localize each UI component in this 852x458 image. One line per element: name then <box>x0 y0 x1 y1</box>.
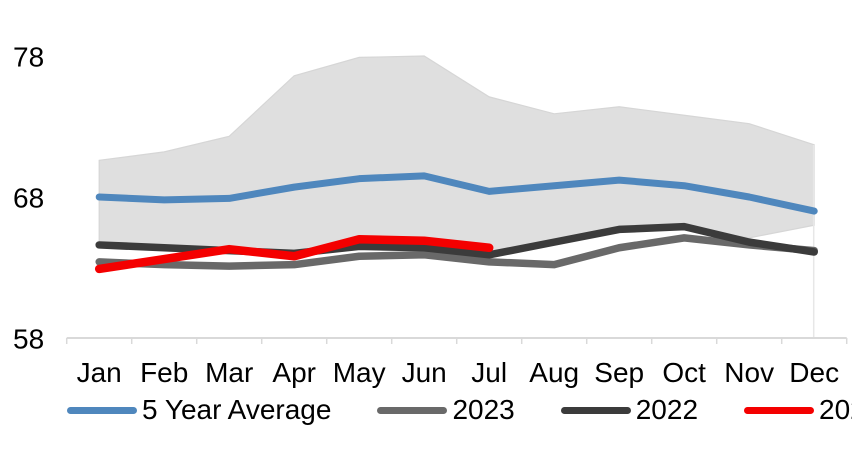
y-axis-label: 68 <box>13 183 44 214</box>
x-axis-label: Mar <box>205 357 253 388</box>
legend-label: 2023 <box>452 394 515 425</box>
x-axis-label: Jun <box>402 357 447 388</box>
x-axis-label: Jul <box>471 357 507 388</box>
x-axis-label: Jan <box>77 357 122 388</box>
legend-swatch <box>67 406 137 414</box>
legend-item-5-year-average: 5 Year Average <box>67 394 331 426</box>
chart-legend: 5 Year Average 2023 2022 2024 <box>0 392 852 428</box>
legend-label: 2024 <box>819 394 852 425</box>
series-line-2024 <box>94 235 494 274</box>
y-axis-label: 78 <box>13 42 44 73</box>
x-axis-label: Oct <box>662 357 706 388</box>
legend-swatch <box>560 406 631 414</box>
x-axis-label: Aug <box>529 357 579 388</box>
legend-label: 2022 <box>635 394 699 425</box>
x-axis-label: Dec <box>789 357 839 388</box>
legend-item-2024: 2024 <box>744 394 852 426</box>
chart-svg: 78 68 58 Jan Feb Mar Apr May Jun Jul Aug Sep Oct Nov D… <box>13 42 848 388</box>
legend-swatch <box>744 406 815 414</box>
legend-item-2022: 2022 <box>560 394 699 426</box>
series-line-5-year-average <box>95 172 818 215</box>
line-chart: 78 68 58 Jan Feb Mar Apr May Jun Jul Aug Sep Oct Nov D… <box>13 42 848 388</box>
range-band <box>98 55 815 255</box>
x-axis-label: Sep <box>594 357 644 388</box>
legend-label: 5 Year Average <box>142 394 332 425</box>
x-axis-label: Feb <box>140 357 188 388</box>
y-axis-label: 58 <box>13 324 44 355</box>
legend-item-2023: 2023 <box>377 394 515 426</box>
legend-swatch <box>377 406 448 414</box>
x-axis-label: Apr <box>272 357 316 388</box>
x-axis-label: May <box>333 357 386 388</box>
series-line-2023 <box>95 234 818 270</box>
x-axis-label: Nov <box>724 357 774 388</box>
